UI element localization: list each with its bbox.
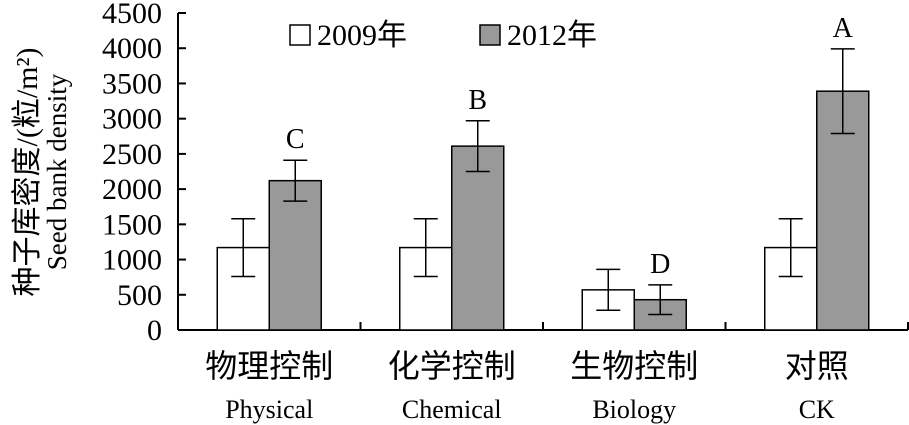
y-tick-label: 1000 — [102, 244, 162, 277]
y-tick-label: 3000 — [102, 103, 162, 136]
y-tick-label: 4000 — [102, 32, 162, 65]
legend: 2009年 2012年 — [289, 19, 597, 52]
significance-letter: C — [286, 124, 305, 155]
legend-swatch — [289, 24, 311, 46]
legend-label: 2012年 — [507, 19, 597, 52]
significance-letter: B — [468, 85, 487, 116]
x-tick-label-english: CK — [799, 395, 835, 424]
y-tick-label: 3500 — [102, 67, 162, 100]
x-tick-label-chinese: 对照 — [785, 348, 849, 384]
x-tick-label-chinese: 生物控制 — [570, 348, 698, 384]
y-axis-label-english: Seed bank density — [42, 73, 72, 270]
y-axis-label-chinese: 种子库密度/(粒/m²) — [11, 48, 44, 297]
y-tick-label: 500 — [117, 279, 162, 312]
significance-letter: A — [833, 13, 854, 44]
legend-label: 2009年 — [317, 19, 407, 52]
y-tick-label: 4500 — [102, 0, 162, 30]
y-tick-label: 0 — [147, 314, 162, 347]
x-tick-label-chinese: 物理控制 — [205, 348, 333, 384]
bar-series2 — [451, 145, 505, 331]
significance-letter: D — [650, 249, 670, 280]
x-tick-label-chinese: 化学控制 — [388, 348, 516, 384]
y-tick-label: 2500 — [102, 138, 162, 171]
bar-series2 — [268, 179, 322, 331]
legend-swatch — [479, 24, 501, 46]
x-tick-label-english: Physical — [225, 395, 313, 424]
y-axis-title: 种子库密度/(粒/m²) Seed bank density — [11, 48, 72, 297]
x-tick-label-english: Biology — [592, 395, 676, 424]
x-tick-label-english: Chemical — [402, 395, 502, 424]
y-tick-label: 1500 — [102, 208, 162, 241]
y-tick-label: 2000 — [102, 173, 162, 206]
